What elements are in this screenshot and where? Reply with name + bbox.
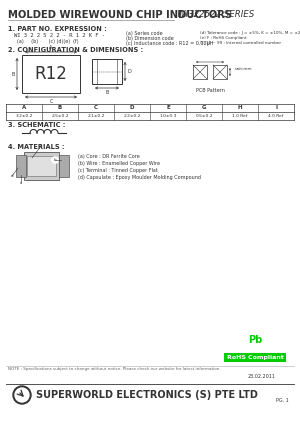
Circle shape — [38, 142, 44, 150]
Bar — [59, 155, 69, 177]
Text: 1. PART NO. EXPRESSION :: 1. PART NO. EXPRESSION : — [8, 26, 107, 32]
Bar — [193, 65, 207, 79]
Circle shape — [15, 388, 29, 402]
Text: 4. MATERIALS :: 4. MATERIALS : — [8, 144, 64, 150]
Text: b: b — [54, 158, 56, 162]
Text: C: C — [94, 105, 98, 110]
Text: 2.5±0.2: 2.5±0.2 — [51, 114, 69, 118]
Circle shape — [8, 173, 16, 179]
Circle shape — [52, 156, 58, 164]
Text: 3. SCHEMATIC :: 3. SCHEMATIC : — [8, 122, 65, 128]
Text: (c) Inductance code : R12 = 0.12μH: (c) Inductance code : R12 = 0.12μH — [126, 41, 214, 46]
Text: D: D — [130, 105, 134, 110]
Text: (e) F : RoHS Compliant: (e) F : RoHS Compliant — [200, 36, 247, 40]
Circle shape — [244, 329, 266, 351]
Bar — [27, 156, 56, 176]
Text: 1.0±0.3: 1.0±0.3 — [159, 114, 177, 118]
Text: D: D — [128, 69, 132, 74]
Bar — [213, 65, 227, 79]
Text: 2.1±0.2: 2.1±0.2 — [87, 114, 105, 118]
Bar — [24, 152, 59, 180]
Text: WI 3 2 2 5 2 2 - R 1 2 K F -: WI 3 2 2 5 2 2 - R 1 2 K F - — [14, 33, 105, 38]
Text: C: C — [49, 99, 53, 104]
Text: R12: R12 — [34, 65, 68, 83]
Text: (d) Tolerance code : J = ±5%, K = ±10%, M = ±20%: (d) Tolerance code : J = ±5%, K = ±10%, … — [200, 31, 300, 35]
Text: 2.2±0.2: 2.2±0.2 — [123, 114, 141, 118]
Text: B: B — [105, 90, 109, 95]
Text: 0.5±0.2: 0.5±0.2 — [195, 114, 213, 118]
Text: a: a — [40, 144, 42, 148]
Text: (b) Dimension code: (b) Dimension code — [126, 36, 174, 41]
Text: RoHS Compliant: RoHS Compliant — [226, 355, 284, 360]
Circle shape — [17, 179, 25, 187]
Text: A: A — [49, 45, 53, 50]
Text: c: c — [20, 181, 22, 185]
Text: WI322522 SERIES: WI322522 SERIES — [177, 10, 254, 19]
Text: 23.02.2011: 23.02.2011 — [248, 374, 276, 379]
Text: (a) Core : DR Ferrite Core: (a) Core : DR Ferrite Core — [78, 154, 140, 159]
Text: (a)     (b)       (c) (d)(e)  (f): (a) (b) (c) (d)(e) (f) — [14, 39, 79, 44]
Text: MOLDED WIREWOUND CHIP INDUCTORS: MOLDED WIREWOUND CHIP INDUCTORS — [8, 10, 232, 20]
Text: 2. CONFIGURATION & DIMENSIONS :: 2. CONFIGURATION & DIMENSIONS : — [8, 47, 143, 53]
Text: B: B — [58, 105, 62, 110]
Bar — [22, 55, 80, 93]
Text: 4.0 Ref: 4.0 Ref — [268, 114, 284, 118]
Text: G: G — [202, 105, 206, 110]
Text: 3.2±0.2: 3.2±0.2 — [15, 114, 33, 118]
Bar — [224, 353, 286, 362]
Text: PCB Pattern: PCB Pattern — [196, 88, 224, 93]
Text: 1.0 Ref: 1.0 Ref — [232, 114, 248, 118]
Text: Pb: Pb — [248, 335, 262, 345]
Bar — [92, 59, 122, 84]
Text: H: H — [238, 105, 242, 110]
Text: (b) Wire : Enamelled Copper Wire: (b) Wire : Enamelled Copper Wire — [78, 161, 160, 166]
Text: (c) Terminal : Tinned Copper Flat: (c) Terminal : Tinned Copper Flat — [78, 168, 158, 173]
Text: (a) Series code: (a) Series code — [126, 31, 163, 36]
Text: I: I — [275, 105, 277, 110]
Text: unit:mm: unit:mm — [235, 67, 253, 71]
Text: B: B — [11, 71, 15, 76]
Bar — [16, 155, 26, 177]
Circle shape — [13, 386, 31, 404]
Text: (f) 11 ~ 99 : Internal controlled number: (f) 11 ~ 99 : Internal controlled number — [200, 41, 281, 45]
Text: (d) Capsulate : Epoxy Moulder Molding Compound: (d) Capsulate : Epoxy Moulder Molding Co… — [78, 175, 201, 180]
Text: d: d — [11, 174, 13, 178]
Text: A: A — [22, 105, 26, 110]
Text: NOTE : Specifications subject to change without notice. Please check our website: NOTE : Specifications subject to change … — [8, 367, 220, 371]
Text: E: E — [166, 105, 170, 110]
Text: PG. 1: PG. 1 — [276, 398, 289, 403]
Text: SUPERWORLD ELECTRONICS (S) PTE LTD: SUPERWORLD ELECTRONICS (S) PTE LTD — [36, 390, 258, 400]
